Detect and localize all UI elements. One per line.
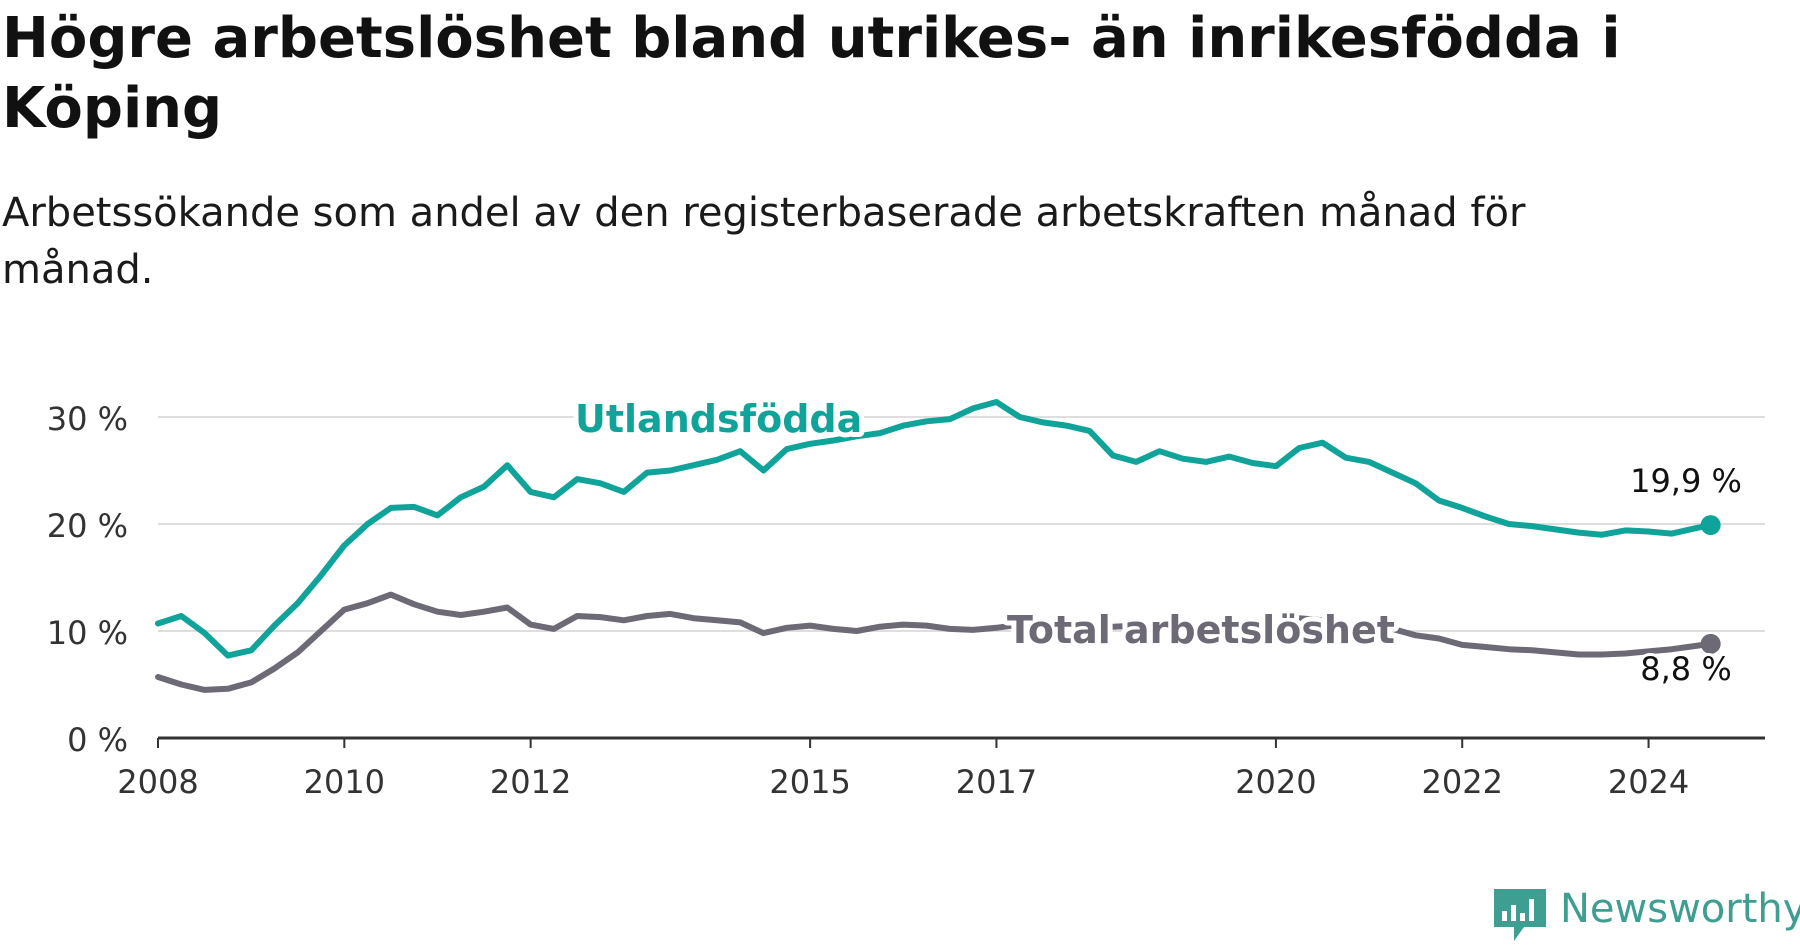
y-tick-label: 30 % (47, 400, 128, 438)
x-tick-label: 2008 (117, 763, 198, 801)
y-tick-label: 20 % (47, 507, 128, 545)
series-name-label: Utlandsfödda (575, 397, 862, 441)
x-tick-label: 2015 (769, 763, 850, 801)
x-tick-label: 2017 (956, 763, 1037, 801)
series-name-label: Total arbetslöshet (1007, 608, 1395, 652)
x-tick-label: 2022 (1422, 763, 1503, 801)
brand-name: Newsworthy (1560, 886, 1800, 932)
x-axis: 2008 2010 2012 2015 2017 2020 2022 2024 (117, 736, 1765, 801)
series-end-label: 8,8 % (1640, 650, 1731, 688)
chart-title: Högre arbetslöshet bland utrikes- än inr… (2, 6, 1621, 141)
y-tick-label: 0 % (67, 721, 128, 759)
series-layer (155, 399, 1721, 693)
series-end-label: 19,9 % (1630, 462, 1742, 500)
y-axis-ticks: 0 % 10 % 20 % 30 % (47, 400, 128, 759)
series-line (155, 399, 1714, 659)
bar-chart-badge-icon (1494, 889, 1546, 941)
chart-subtitle: Arbetssökande som andel av den registerb… (2, 190, 1526, 293)
y-tick-label: 10 % (47, 614, 128, 652)
x-tick-label: 2012 (490, 763, 571, 801)
series-line (155, 591, 1714, 693)
x-tick-label: 2020 (1235, 763, 1316, 801)
series-end-point (1700, 515, 1721, 536)
series-end-point (1700, 633, 1721, 654)
x-tick-label: 2010 (304, 763, 385, 801)
x-tick-label: 2024 (1608, 763, 1689, 801)
series-labels: Utlandsfödda 19,9 % Total arbetslöshet 8,8 … (570, 392, 1745, 691)
